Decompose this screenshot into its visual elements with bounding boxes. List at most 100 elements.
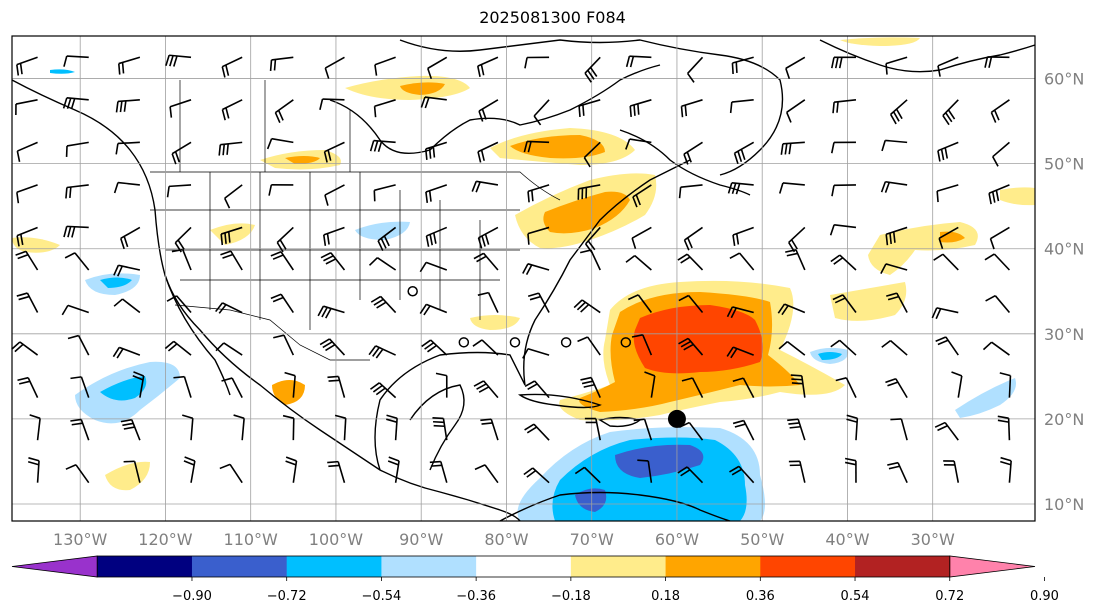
wind-barb [477, 291, 499, 313]
wind-barb [527, 292, 550, 313]
wind-barb [373, 99, 396, 118]
wind-barb [16, 141, 38, 162]
colorbar-tick-label: −0.18 [551, 589, 591, 604]
colorbar-tick-label: 0.90 [1030, 589, 1059, 604]
wind-barb [425, 184, 448, 203]
map-background [12, 36, 1035, 521]
open-circle-marker [620, 337, 632, 348]
wind-barb [846, 414, 859, 441]
wind-barb [731, 56, 754, 75]
wind-barb [627, 294, 653, 314]
wind-barb [885, 226, 908, 246]
lat-tick-label: 20°N [1044, 410, 1084, 429]
wind-barb [625, 254, 652, 271]
border-states-1 [209, 172, 481, 330]
wind-barb [377, 226, 397, 252]
wind-barb [577, 184, 601, 200]
wind-barb [432, 417, 448, 441]
wind-barb [120, 418, 141, 441]
wind-barb [584, 417, 602, 441]
wind-barb [933, 253, 959, 271]
wind-barb [173, 375, 192, 398]
anomaly-region-central-atlantic-north [830, 282, 907, 321]
wind-barb [984, 253, 1011, 271]
wind-barb [984, 56, 1010, 68]
wind-barb [473, 380, 499, 399]
wind-barb [270, 293, 294, 313]
wind-barb [637, 459, 653, 483]
wind-barb [215, 342, 243, 356]
wind-barb [478, 99, 499, 122]
wind-barb [681, 377, 704, 398]
wind-barb [790, 374, 806, 398]
latitude-labels: 60°N 50°N 40°N 30°N 20°N 10°N [1044, 70, 1084, 514]
wind-barb [527, 226, 550, 245]
lon-tick-label: 80°W [484, 530, 528, 549]
anomaly-region-caribbean-inner [615, 444, 704, 478]
wind-barb [778, 341, 806, 356]
wind-barb [625, 138, 652, 150]
wind-barb [221, 99, 243, 121]
wind-barb [732, 226, 754, 247]
wind-barb [583, 141, 601, 168]
wind-barb [471, 180, 499, 193]
wind-barb [990, 99, 1010, 123]
wind-barb [931, 307, 959, 320]
wind-barb [221, 56, 243, 78]
lat-tick-label: 60°N [1044, 70, 1084, 89]
border-us-canada [150, 171, 561, 201]
wind-barb [221, 377, 243, 398]
wind-barb [368, 345, 396, 359]
wind-barb [832, 99, 857, 114]
border-states-2 [150, 209, 520, 281]
wind-barb [369, 382, 397, 399]
lon-tick-label: 90°W [399, 530, 443, 549]
lon-tick-label: 70°W [570, 530, 614, 549]
wind-barb [16, 56, 38, 76]
wind-barb [117, 56, 141, 75]
wind-barb [16, 226, 38, 247]
open-circle-marker [509, 337, 521, 348]
colorbar-under [11, 555, 98, 578]
wind-barb [65, 141, 89, 157]
wind-barb [881, 340, 908, 356]
wind-barb [11, 341, 39, 356]
wind-barb [113, 181, 140, 194]
wind-barb [16, 184, 38, 204]
wind-barb [273, 334, 295, 356]
lon-tick-label: 100°W [309, 530, 364, 549]
anomaly-region-plains-blue [355, 221, 410, 240]
wind-barb [524, 423, 550, 441]
colorbar-segment [286, 556, 382, 577]
wind-barb [387, 456, 400, 483]
wind-barb [220, 226, 243, 246]
wind-barb [522, 347, 550, 359]
wind-barb [832, 294, 857, 314]
wind-barb [580, 376, 601, 398]
lon-tick-label: 60°W [655, 530, 699, 549]
wind-barb [473, 252, 499, 271]
wind-barb [70, 376, 90, 398]
anomaly-region-north-canada-inner [400, 82, 445, 95]
wind-barb [625, 55, 652, 68]
wind-barb [629, 99, 652, 118]
wind-barb [677, 466, 704, 484]
wind-barb [936, 184, 959, 203]
wind-barb [322, 226, 345, 246]
wind-barb [785, 249, 806, 271]
wind-barb [183, 456, 196, 483]
wind-barb [573, 299, 601, 314]
lon-tick-label: 30°W [911, 530, 955, 549]
lat-tick-label: 30°N [1044, 325, 1084, 344]
wind-barb [937, 56, 959, 77]
wind-barb [374, 56, 396, 76]
figure-title: 2025081300 F084 [479, 8, 626, 27]
wind-barb [61, 304, 89, 316]
wind-barb [644, 371, 656, 398]
wind-barb [284, 371, 296, 398]
wind-barb [29, 414, 41, 441]
colorbar-segment [855, 556, 951, 577]
wind-barb [270, 251, 294, 271]
wind-barb [113, 264, 141, 277]
colorbar-tick-label: −0.54 [361, 589, 401, 604]
